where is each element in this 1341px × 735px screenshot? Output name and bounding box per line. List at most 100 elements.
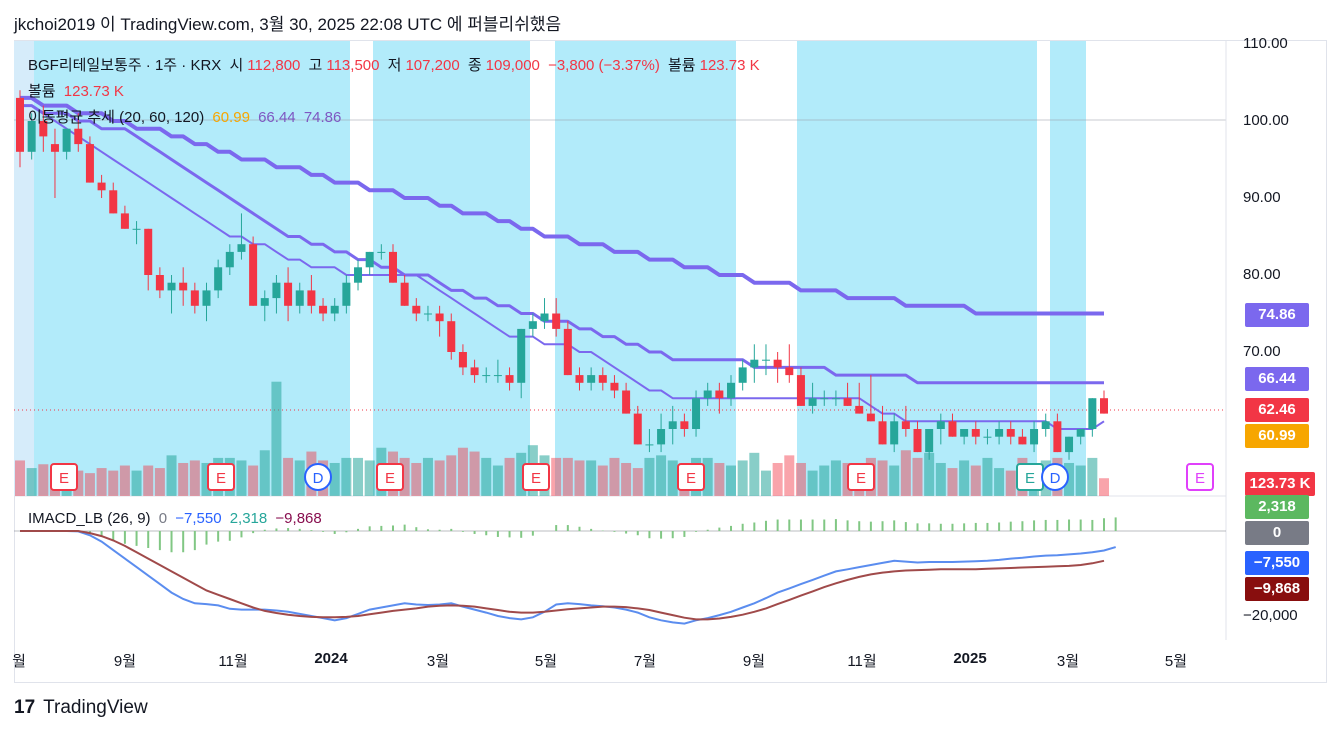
ma-label[interactable]: 이동평균 추세 (20, 60, 120): [28, 109, 205, 126]
volume-bar: [644, 457, 655, 496]
macd-hist-bar: [345, 531, 348, 533]
candle: [1076, 429, 1085, 437]
candle: [808, 398, 817, 406]
volume-bar: [364, 460, 375, 496]
x-tick: 3월: [1056, 653, 1080, 670]
macd-hist-bar: [881, 521, 884, 531]
macd-hist-bar: [461, 531, 464, 532]
earnings-marker: [847, 463, 875, 491]
macd-hist-bar: [1103, 518, 1105, 531]
candle: [319, 305, 328, 314]
tradingview-logo[interactable]: 17 TradingView: [14, 697, 148, 719]
volume-bar: [551, 457, 562, 496]
candle: [74, 128, 83, 145]
candle: [820, 398, 829, 400]
macd-hist-bar: [998, 522, 1001, 531]
macd-hist-bar: [496, 531, 499, 537]
volume-bar: [434, 460, 445, 496]
macd-hist-bar: [869, 521, 872, 531]
volume-row-label[interactable]: 볼륨: [28, 83, 56, 100]
macd-hist-bar: [520, 531, 523, 538]
macd-hist-bar: [403, 524, 406, 531]
volume-bar: [609, 457, 620, 496]
y-tick: 90.00: [1243, 189, 1281, 206]
volume-bar: [353, 457, 364, 496]
macd-hist-bar: [834, 519, 837, 531]
earnings-marker: [522, 463, 550, 491]
volume-bar: [283, 457, 294, 496]
macd-hist-bar: [508, 531, 511, 538]
candle: [528, 321, 537, 329]
ma-legend: 이동평균 추세 (20, 60, 120) 60.99 66.44 74.86: [28, 106, 345, 127]
trend-shade: [373, 41, 530, 496]
candle: [1100, 398, 1108, 414]
volume-bar: [900, 450, 911, 496]
candle: [132, 228, 141, 230]
volume-bar: [959, 460, 970, 496]
macd-hist-bar: [986, 522, 989, 531]
macd-hist-bar: [391, 525, 394, 531]
volume-bar: [481, 457, 492, 496]
candle: [412, 305, 421, 314]
volume-tag: 123.73 K: [1245, 472, 1315, 496]
candle: [645, 444, 654, 446]
symbol-label[interactable]: BGF리테일보통주 · 1주 · KRX: [28, 57, 222, 74]
volume-bar: [248, 465, 259, 496]
candle: [493, 375, 502, 377]
dividend-marker: [1041, 463, 1069, 491]
macd-hist-bar: [147, 531, 150, 548]
candle: [540, 313, 549, 322]
event-marker-label: D: [313, 470, 324, 487]
macd-hist-bar: [426, 529, 429, 531]
macd-hist-bar: [648, 531, 651, 539]
macd-hist-bar: [963, 523, 966, 531]
macd-hist-bar: [823, 519, 826, 531]
macd-hist-bar: [741, 523, 744, 531]
volume-bar: [621, 462, 632, 496]
candle: [342, 282, 351, 306]
macd-value-2: 2,318: [229, 510, 268, 527]
candle: [995, 429, 1004, 437]
candle: [948, 421, 957, 437]
macd-hist-bar: [112, 531, 115, 541]
candle: [971, 429, 980, 437]
candle: [505, 375, 514, 383]
macd-hist-bar: [240, 531, 243, 538]
event-marker-label: E: [686, 470, 696, 487]
event-marker-label: E: [856, 470, 866, 487]
macd-y-tick: −20,000: [1243, 607, 1298, 624]
candle: [680, 421, 689, 429]
volume-bar: [562, 457, 573, 496]
macd-label[interactable]: IMACD_LB (26, 9): [28, 510, 151, 527]
candle: [785, 367, 794, 376]
volume-bar: [982, 457, 993, 496]
macd-hist-tag: 2,318: [1245, 495, 1309, 519]
macd-hist-bar: [706, 529, 709, 531]
open-label: 시: [229, 57, 244, 74]
macd-value-1: −7,550: [175, 510, 222, 527]
candle: [703, 390, 712, 399]
volume-bar: [26, 468, 37, 496]
volume-bar: [714, 462, 725, 496]
macd-hist-bar: [322, 531, 325, 532]
candle: [144, 228, 153, 275]
volume-bar: [994, 468, 1005, 496]
volume-bar: [830, 460, 841, 496]
macd-hist-bar: [613, 531, 616, 532]
candle: [85, 144, 94, 183]
candle: [960, 429, 969, 437]
volume-bar: [1099, 478, 1109, 496]
volume-bar: [399, 457, 410, 496]
macd-hist-bar: [788, 519, 791, 531]
x-tick: 9월: [113, 653, 137, 670]
volume-row-value: 123.73 K: [63, 83, 124, 100]
candle: [610, 382, 619, 391]
macd-hist-bar: [811, 519, 814, 531]
candle: [1088, 398, 1097, 429]
volume-bar: [924, 452, 935, 496]
volume-bar: [912, 457, 923, 496]
macd-line-tag: −7,550: [1245, 551, 1309, 575]
candle: [39, 121, 48, 137]
volume-bar: [702, 457, 713, 496]
